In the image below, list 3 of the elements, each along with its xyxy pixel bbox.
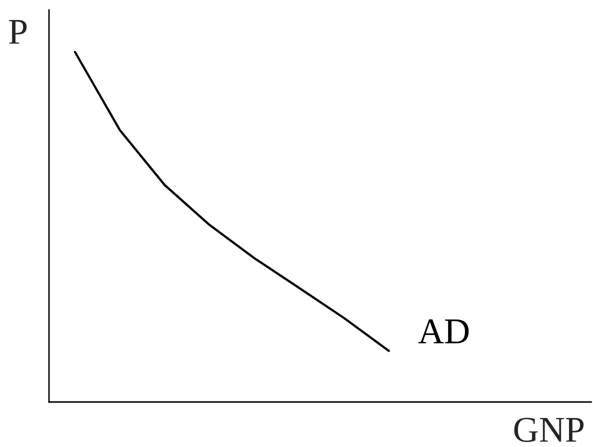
y-axis-title: P <box>9 20 27 44</box>
series-label: AD <box>418 319 469 344</box>
x-axis-title: GNP <box>514 418 584 442</box>
